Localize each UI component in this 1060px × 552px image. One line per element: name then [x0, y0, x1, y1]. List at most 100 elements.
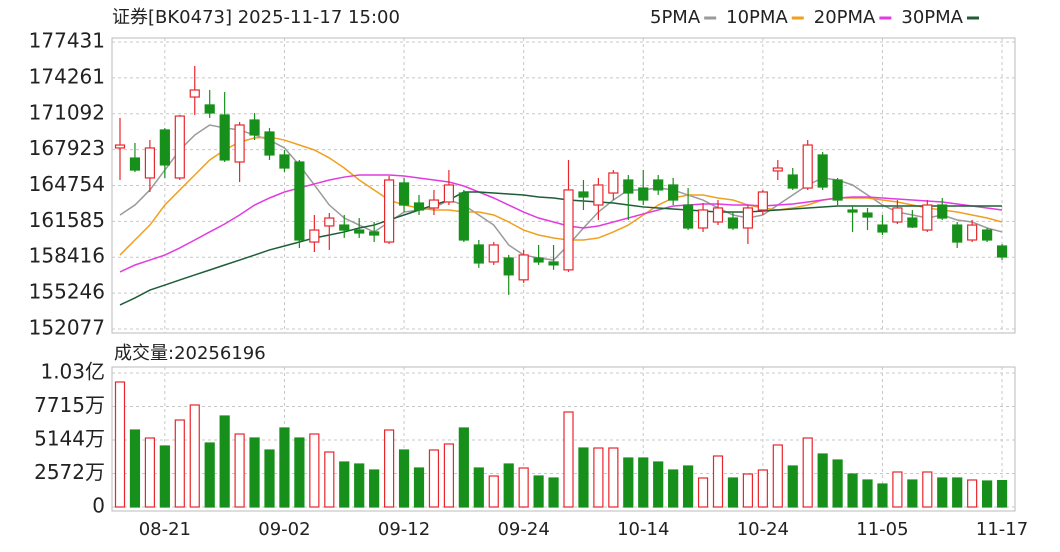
- candle-body: [249, 119, 260, 136]
- volume-bar: [847, 473, 858, 508]
- volume-bar: [144, 437, 155, 508]
- volume-bar: [114, 381, 126, 508]
- volume-bar: [937, 477, 948, 508]
- candle-body: [862, 212, 873, 218]
- y-tick-label: 155246: [29, 280, 105, 304]
- candle-body: [488, 244, 499, 263]
- y-tick-label: 0: [92, 494, 105, 518]
- candle-body: [264, 131, 275, 156]
- candle-body: [324, 217, 335, 227]
- x-tick-label: 10-24: [737, 519, 789, 540]
- legend-label: 10PMA: [726, 7, 788, 28]
- volume-bar: [697, 477, 709, 508]
- volume-bar: [354, 463, 365, 508]
- volume-bar: [548, 477, 559, 508]
- y-tick-label: 161585: [29, 208, 105, 232]
- legend-label: 20PMA: [814, 7, 876, 28]
- candle-body: [907, 217, 918, 228]
- volume-bar: [593, 447, 604, 508]
- candle-body: [712, 207, 724, 223]
- candle-body: [668, 184, 679, 201]
- candle-body: [473, 244, 484, 264]
- candle-body: [578, 191, 589, 198]
- volume-bar: [563, 411, 574, 508]
- candle-body: [847, 209, 858, 213]
- x-tick-label: 10-14: [617, 519, 669, 540]
- volume-bar: [413, 467, 425, 508]
- candle-body: [174, 115, 185, 179]
- candle-body: [952, 224, 963, 243]
- candle-body: [967, 224, 978, 241]
- candle-body: [638, 187, 649, 201]
- candle-body: [219, 114, 230, 161]
- candle-body: [817, 154, 828, 188]
- volume-bar: [608, 447, 619, 508]
- candle-body: [369, 231, 380, 236]
- candle-body: [623, 179, 634, 194]
- volume-title: 成交量:20256196: [114, 343, 266, 364]
- volume-bar: [967, 479, 978, 508]
- candle-body: [772, 167, 783, 172]
- candle-body: [234, 124, 245, 163]
- candle-body: [503, 257, 514, 276]
- candle-body: [354, 229, 365, 234]
- candle-body: [279, 154, 290, 169]
- candle-body: [697, 209, 709, 229]
- candle-body: [563, 189, 574, 271]
- volume-bar: [981, 480, 993, 508]
- volume-bar: [817, 453, 828, 508]
- volume-bar: [443, 443, 454, 508]
- y-tick-label: 177431: [29, 29, 105, 53]
- candle-body: [114, 144, 126, 149]
- volume-bar: [189, 404, 200, 508]
- volume-frame: [111, 366, 1016, 512]
- ma-line: [119, 191, 1003, 306]
- y-tick-label: 2572万: [34, 460, 105, 484]
- volume-bar: [578, 447, 589, 508]
- y-tick-label: 1.03亿: [40, 360, 105, 384]
- volume-bar: [952, 477, 963, 508]
- candle-body: [398, 182, 410, 206]
- candle-body: [443, 184, 454, 203]
- volume-bar: [488, 475, 499, 508]
- candle-body: [802, 144, 813, 189]
- y-tick-label: 167923: [29, 136, 105, 160]
- volume-bar: [533, 475, 544, 508]
- volume-bar: [802, 437, 813, 508]
- volume-bar: [458, 427, 469, 508]
- volume-bar: [787, 465, 798, 508]
- candle-body: [757, 191, 768, 211]
- candle-body: [428, 199, 440, 209]
- candle-body: [981, 229, 993, 241]
- candle-body: [309, 229, 320, 243]
- candle-body: [413, 202, 425, 211]
- volume-bar: [638, 457, 649, 508]
- candle-body: [189, 89, 200, 98]
- y-tick-label: 171092: [29, 100, 105, 124]
- y-tick-label: 174261: [29, 64, 105, 88]
- x-tick-label: 11-17: [976, 519, 1028, 540]
- x-tick-label: 09-12: [378, 519, 430, 540]
- ma-line: [119, 174, 1003, 273]
- candle-body: [892, 207, 903, 223]
- volume-bar: [922, 471, 933, 508]
- volume-bar: [682, 465, 694, 508]
- volume-bar: [204, 442, 215, 508]
- candle-body: [593, 184, 604, 206]
- volume-bar: [174, 419, 185, 508]
- volume-bar: [324, 451, 335, 508]
- y-tick-label: 5144万: [34, 426, 105, 450]
- volume-bar: [907, 479, 918, 508]
- ma-line: [119, 124, 1003, 261]
- volume-bar: [892, 471, 903, 508]
- y-tick-label: 158416: [29, 244, 105, 268]
- x-tick-label: 08-21: [139, 519, 191, 540]
- volume-bar: [264, 449, 275, 508]
- candle-body: [548, 261, 559, 266]
- volume-bar: [877, 483, 888, 508]
- candle-body: [877, 224, 888, 233]
- candle-body: [937, 204, 948, 219]
- volume-bar: [668, 469, 679, 508]
- volume-bar: [234, 433, 245, 508]
